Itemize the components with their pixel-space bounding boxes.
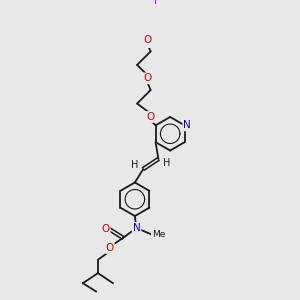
Text: H: H [131, 160, 139, 170]
Text: O: O [106, 243, 114, 253]
Text: Me: Me [152, 230, 165, 239]
Text: N: N [133, 223, 140, 233]
Text: F: F [154, 0, 160, 6]
Text: O: O [146, 112, 155, 122]
Text: H: H [163, 158, 170, 168]
Text: O: O [101, 224, 110, 234]
Text: O: O [143, 73, 151, 83]
Text: N: N [183, 120, 191, 130]
Text: O: O [143, 35, 151, 45]
